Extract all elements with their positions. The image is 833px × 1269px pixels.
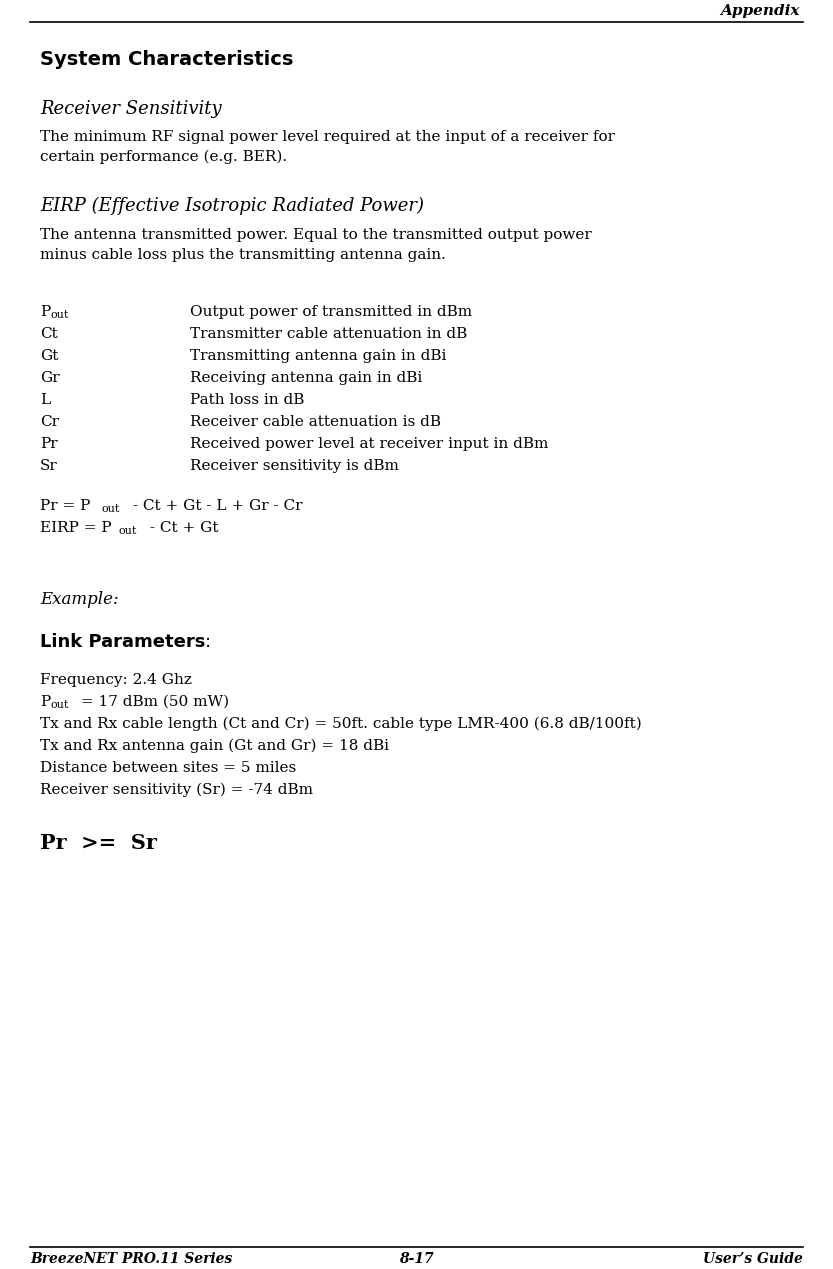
Text: Received power level at receiver input in dBm: Received power level at receiver input i… [190, 437, 548, 450]
Text: Transmitting antenna gain in dBi: Transmitting antenna gain in dBi [190, 349, 446, 363]
Text: out: out [102, 504, 121, 514]
Text: Receiver Sensitivity: Receiver Sensitivity [40, 100, 222, 118]
Text: Receiver sensitivity is dBm: Receiver sensitivity is dBm [190, 459, 399, 473]
Text: System Characteristics: System Characteristics [40, 49, 293, 69]
Text: Ct: Ct [40, 327, 57, 341]
Text: The antenna transmitted power. Equal to the transmitted output power
minus cable: The antenna transmitted power. Equal to … [40, 228, 591, 261]
Text: Tx and Rx antenna gain (Gt and Gr) = 18 dBi: Tx and Rx antenna gain (Gt and Gr) = 18 … [40, 739, 389, 754]
Text: Sr: Sr [40, 459, 57, 473]
Text: Frequency: 2.4 Ghz: Frequency: 2.4 Ghz [40, 673, 192, 687]
Text: 8-17: 8-17 [399, 1253, 433, 1266]
Text: :: : [205, 633, 211, 651]
Text: = 17 dBm (50 mW): = 17 dBm (50 mW) [76, 695, 229, 709]
Text: L: L [40, 393, 50, 407]
Text: Receiving antenna gain in dBi: Receiving antenna gain in dBi [190, 371, 422, 385]
Text: User’s Guide: User’s Guide [703, 1253, 803, 1266]
Text: Receiver sensitivity (Sr) = -74 dBm: Receiver sensitivity (Sr) = -74 dBm [40, 783, 313, 797]
Text: out: out [51, 700, 69, 709]
Text: Transmitter cable attenuation in dB: Transmitter cable attenuation in dB [190, 327, 467, 341]
Text: out: out [119, 525, 137, 536]
Text: out: out [51, 310, 69, 320]
Text: Gt: Gt [40, 349, 58, 363]
Text: Tx and Rx cable length (Ct and Cr) = 50ft. cable type LMR-400 (6.8 dB/100ft): Tx and Rx cable length (Ct and Cr) = 50f… [40, 717, 641, 731]
Text: Link Parameters: Link Parameters [40, 633, 206, 651]
Text: The minimum RF signal power level required at the input of a receiver for
certai: The minimum RF signal power level requir… [40, 129, 615, 164]
Text: Example:: Example: [40, 591, 118, 608]
Text: Path loss in dB: Path loss in dB [190, 393, 304, 407]
Text: Appendix: Appendix [721, 4, 800, 18]
Text: Pr = P: Pr = P [40, 499, 90, 513]
Text: EIRP = P: EIRP = P [40, 522, 112, 536]
Text: Pr  >=  Sr: Pr >= Sr [40, 832, 157, 853]
Text: - Ct + Gt: - Ct + Gt [145, 522, 218, 536]
Text: Distance between sites = 5 miles: Distance between sites = 5 miles [40, 761, 297, 775]
Text: BreezeNET PRO.11 Series: BreezeNET PRO.11 Series [30, 1253, 232, 1266]
Text: - Ct + Gt - L + Gr - Cr: - Ct + Gt - L + Gr - Cr [128, 499, 302, 513]
Text: Cr: Cr [40, 415, 59, 429]
Text: P: P [40, 305, 50, 319]
Text: P: P [40, 695, 50, 709]
Text: Pr: Pr [40, 437, 57, 450]
Text: EIRP (Effective Isotropic Radiated Power): EIRP (Effective Isotropic Radiated Power… [40, 197, 424, 216]
Text: Output power of transmitted in dBm: Output power of transmitted in dBm [190, 305, 472, 319]
Text: Receiver cable attenuation is dB: Receiver cable attenuation is dB [190, 415, 441, 429]
Text: Gr: Gr [40, 371, 60, 385]
